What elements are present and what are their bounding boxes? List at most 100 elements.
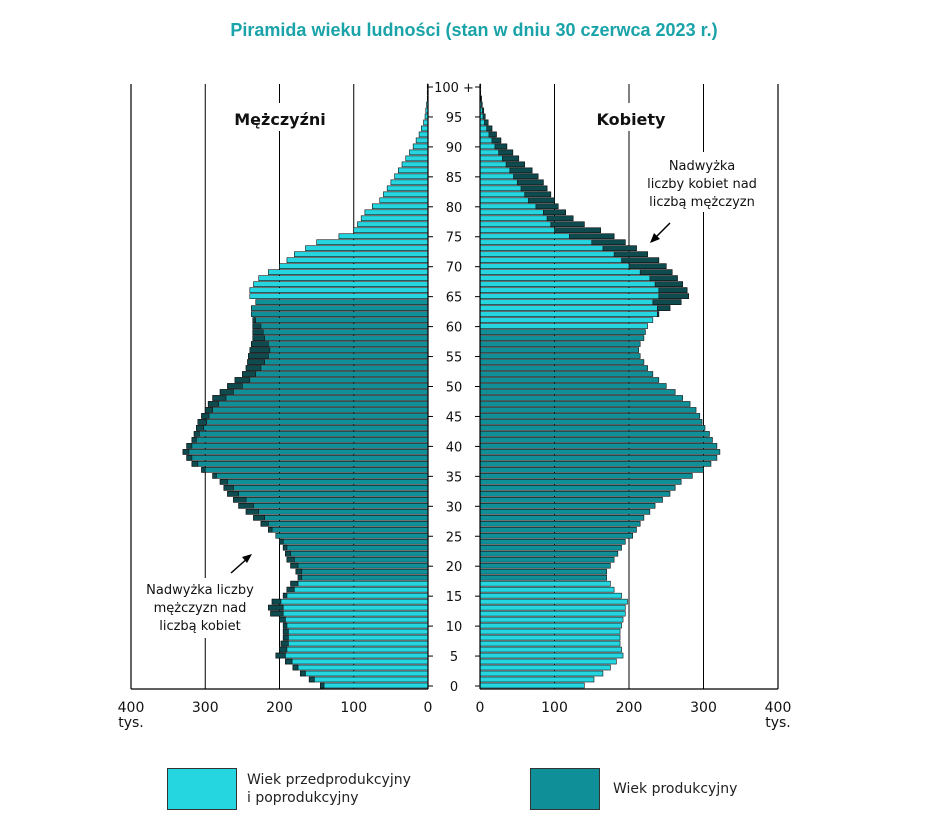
bar-male-age-74 (316, 239, 429, 246)
bar-male-age-82 (383, 191, 429, 198)
bar-female-surplus-age-74 (591, 239, 626, 246)
bar-female-age-64 (479, 299, 682, 305)
bar-male-age-78 (360, 215, 429, 222)
bar-male-age-79 (364, 209, 429, 216)
bar-male-age-35 (212, 473, 429, 479)
bar-female-age-22 (479, 550, 619, 557)
bar-male-age-7 (280, 640, 429, 647)
bar-male-age-20 (290, 562, 429, 569)
bar-female-age-10 (479, 622, 622, 629)
bar-male-age-24 (279, 538, 429, 545)
bar-male-surplus-age-48 (212, 395, 227, 401)
age-tick-label-90: 90 (446, 141, 463, 156)
x-tick-label-1: 300 (192, 700, 219, 716)
annotation-female-bg (637, 152, 765, 212)
bar-male-age-63 (250, 305, 429, 311)
bar-male-age-36 (201, 467, 429, 473)
bar-female-age-68 (479, 275, 678, 281)
bar-female-surplus-age-66 (658, 287, 688, 293)
bar-female-surplus-age-73 (602, 245, 637, 252)
bar-female-age-34 (479, 479, 682, 485)
bar-male-age-75 (338, 233, 429, 240)
bar-male-surplus-age-54 (247, 359, 265, 365)
x-tick-label-8: 300 (690, 700, 717, 716)
bar-male-surplus-age-31 (233, 497, 247, 503)
annotation-female-line-1: liczby kobiet nad (647, 177, 757, 192)
age-tick-label-40: 40 (446, 440, 463, 455)
bar-female-age-9 (479, 628, 621, 635)
bar-female-age-50 (479, 383, 667, 389)
bar-male-age-81 (379, 197, 429, 204)
bar-male-age-44 (197, 419, 429, 425)
bar-male-surplus-age-24 (279, 538, 284, 545)
bar-male-surplus-age-4 (285, 658, 293, 665)
bar-female-surplus-age-69 (639, 269, 673, 275)
bar-male-surplus-age-29 (245, 508, 260, 515)
bar-female-age-39 (479, 449, 721, 455)
bar-female-age-15 (479, 592, 622, 599)
bar-male-surplus-age-19 (295, 568, 303, 575)
legend-label-non-working: Wiek przedprodukcyjny i poprodukcyjny (247, 771, 411, 807)
bar-female-age-21 (479, 556, 615, 563)
bar-female-surplus-age-83 (520, 185, 548, 192)
bar-female-surplus-age-80 (535, 203, 559, 210)
bar-male-age-14 (271, 598, 429, 605)
frame-layer (130, 84, 779, 690)
legend-label-non-working-line2: i poprodukcyjny (247, 790, 359, 806)
bar-male-age-69 (268, 269, 429, 275)
bar-male-age-76 (353, 227, 429, 234)
bar-male-age-26 (268, 526, 429, 533)
labels-layer: 0 5 10 15 20 25 30 35 40 45 50 55 60 65 70 75 80 85 90 95 10… (118, 81, 792, 731)
bar-male-age-86 (397, 167, 429, 174)
bar-male-age-92 (418, 131, 429, 138)
bar-male-surplus-age-18 (297, 574, 303, 581)
bar-male-age-27 (260, 520, 429, 527)
bar-female-age-30 (479, 503, 656, 509)
x-unit-label-male: tys. (118, 715, 144, 731)
bar-male-surplus-age-32 (227, 491, 239, 497)
bar-male-surplus-age-36 (201, 467, 206, 473)
age-tick-label-75: 75 (446, 231, 463, 246)
bar-female-age-49 (479, 389, 676, 395)
bar-male-age-12 (270, 610, 429, 617)
bar-male-age-30 (238, 503, 429, 509)
bar-male-age-41 (191, 437, 429, 443)
bar-male-surplus-age-50 (227, 383, 243, 389)
x-tick-label-3: 100 (340, 700, 367, 716)
bar-male-age-48 (212, 395, 429, 401)
x-tick-label-4: 0 (424, 700, 433, 716)
bar-female-surplus-age-87 (505, 161, 526, 168)
bar-female-surplus-age-91 (491, 137, 502, 144)
x-tick-label-5: 0 (476, 700, 485, 716)
bar-male-age-49 (219, 389, 429, 395)
bar-female-age-43 (479, 425, 706, 431)
bar-male-age-2 (299, 670, 429, 677)
bar-female-surplus-age-76 (554, 227, 601, 234)
bar-female-age-58 (479, 335, 645, 341)
bar-male-age-73 (305, 245, 429, 252)
bar-female-age-25 (479, 532, 634, 539)
bar-male-age-45 (201, 413, 429, 419)
bar-male-surplus-age-43 (196, 425, 205, 431)
bar-male-age-38 (186, 455, 429, 461)
bar-female-surplus-age-93 (486, 125, 493, 132)
bar-male-age-17 (290, 580, 429, 587)
age-tick-label-45: 45 (446, 410, 463, 425)
bar-female-age-37 (479, 461, 712, 467)
age-tick-label-60: 60 (446, 321, 463, 336)
bar-male-age-19 (295, 568, 429, 575)
bar-female-surplus-age-65 (658, 293, 689, 299)
age-tick-label-70: 70 (446, 261, 463, 276)
bar-male-surplus-age-59 (252, 329, 264, 335)
bar-male-age-13 (268, 604, 429, 611)
bar-male-surplus-age-21 (286, 556, 295, 563)
bar-female-age-2 (479, 670, 604, 677)
bar-male-age-6 (279, 646, 429, 653)
age-tick-label-95: 95 (446, 111, 463, 126)
bar-female-age-1 (479, 676, 595, 683)
bar-male-surplus-age-27 (260, 520, 269, 527)
age-tick-label-30: 30 (446, 500, 463, 515)
annotation-female-line-2: liczbą mężczyzn (649, 195, 755, 210)
age-tick-label-15: 15 (446, 590, 463, 605)
bar-female-age-20 (479, 562, 611, 569)
